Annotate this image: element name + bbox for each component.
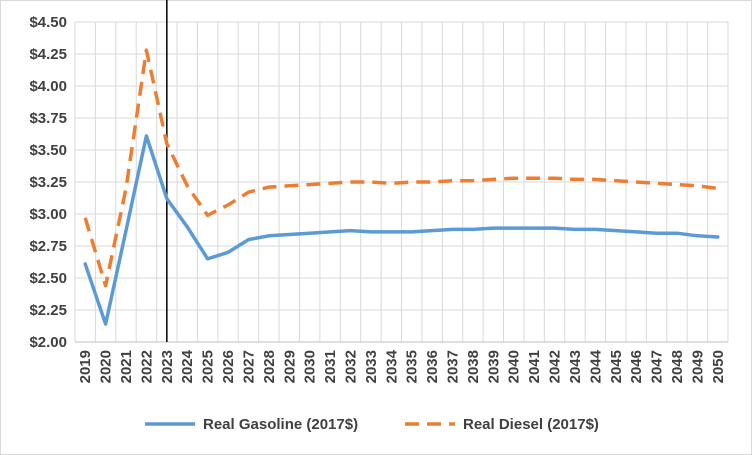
y-tick-label: $4.25 xyxy=(29,46,67,63)
x-tick-label: 2038 xyxy=(465,350,482,383)
x-tick-label: 2022 xyxy=(138,350,155,383)
series-lines xyxy=(83,48,720,326)
legend-label: Real Diesel (2017$) xyxy=(463,416,599,433)
x-tick-label: 2040 xyxy=(506,350,523,383)
x-tick-label: 2044 xyxy=(587,349,604,383)
series-line-gasoline xyxy=(83,134,720,326)
y-tick-label: $3.75 xyxy=(29,110,67,127)
x-tick-label: 2048 xyxy=(669,350,686,383)
legend-label: Real Gasoline (2017$) xyxy=(203,416,358,433)
x-tick-label: 2027 xyxy=(240,350,257,383)
x-tick-label: 2030 xyxy=(302,350,319,383)
x-tick-label: 2047 xyxy=(649,350,666,383)
x-tick-label: 2019 xyxy=(77,350,94,383)
x-tick-label: 2036 xyxy=(424,350,441,383)
x-tick-label: 2033 xyxy=(363,350,380,383)
y-tick-label: $2.50 xyxy=(29,270,67,287)
y-tick-label: $2.75 xyxy=(29,238,67,255)
x-tick-label: 2024 xyxy=(179,349,196,383)
x-tick-label: 2032 xyxy=(342,350,359,383)
y-tick-label: $3.50 xyxy=(29,142,67,159)
x-tick-label: 2025 xyxy=(200,350,217,383)
x-tick-label: 2029 xyxy=(281,350,298,383)
y-tick-label: $4.00 xyxy=(29,78,67,95)
x-tick-label: 2028 xyxy=(261,350,278,383)
x-tick-label: 2043 xyxy=(567,350,584,383)
y-tick-label: $4.50 xyxy=(29,14,67,31)
x-tick-label: 2034 xyxy=(383,349,400,383)
y-tick-label: $2.00 xyxy=(29,334,67,351)
x-tick-label: 2045 xyxy=(608,350,625,383)
series-line-diesel xyxy=(83,48,719,288)
x-tick-label: 2041 xyxy=(526,350,543,383)
x-tick-label: 2035 xyxy=(404,350,421,383)
legend: Real Gasoline (2017$) Real Diesel (2017$) xyxy=(145,416,599,433)
x-tick-label: 2042 xyxy=(547,350,564,383)
gridlines xyxy=(74,21,729,342)
x-tick-label: 2046 xyxy=(628,350,645,383)
y-tick-label: $2.25 xyxy=(29,302,67,319)
x-tick-label: 2039 xyxy=(485,350,502,383)
x-tick-label: 2021 xyxy=(118,350,135,383)
axes: $2.00 $2.25 $2.50 $2.75 $3.00 $3.25 $3.50 $3.75… xyxy=(29,0,728,383)
x-tick-label: 2023 xyxy=(159,350,176,383)
x-tick-label: 2049 xyxy=(689,350,706,383)
y-tick-label: $3.00 xyxy=(29,206,67,223)
x-tick-label: 2050 xyxy=(710,350,727,383)
y-tick-label: $3.25 xyxy=(29,174,67,191)
x-tick-label: 2037 xyxy=(445,350,462,383)
x-tick-label: 2020 xyxy=(98,350,115,383)
x-tick-label: 2026 xyxy=(220,350,237,383)
x-tick-label: 2031 xyxy=(322,350,339,383)
